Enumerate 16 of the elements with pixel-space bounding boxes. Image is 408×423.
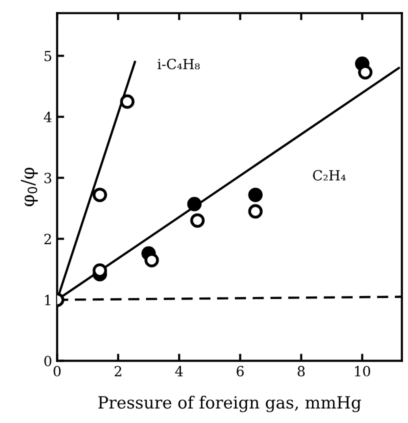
y-tick-label: 4	[44, 112, 52, 122]
x-tick-label: 2	[114, 366, 122, 376]
y-tick-label: 2	[44, 234, 51, 244]
x-tick-label: 8	[298, 366, 305, 376]
x-tick-label: 10	[355, 366, 370, 376]
y-axis-title: φ$_{0}$/φ	[20, 168, 38, 206]
y-tick-label: 0	[44, 356, 52, 366]
annotation: C₂H₄	[313, 170, 346, 181]
y-tick-label: 3	[44, 172, 52, 184]
y-tick-label: 5	[44, 50, 52, 62]
x-tick-label: 4	[175, 366, 183, 376]
x-tick-label: 6	[236, 366, 244, 376]
annotation: i-C₄H₈	[158, 58, 200, 70]
x-tick-label: 0	[54, 366, 61, 376]
y-tick-label: 1	[45, 294, 50, 306]
x-axis-title: Pressure of foreign gas, mmHg	[98, 396, 362, 412]
